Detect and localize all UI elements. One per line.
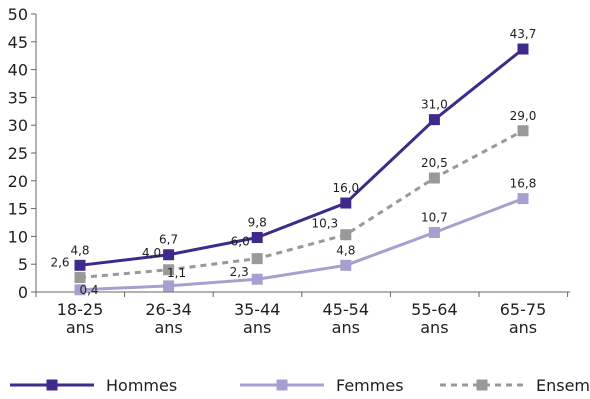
data-point <box>74 259 86 271</box>
x-axis: 18-25 ans 26-34 ans 35-44 ans 45-54 ans 55-64 ans… <box>35 291 570 337</box>
y-tick-label: 50 <box>8 5 28 24</box>
y-tick-label: 25 <box>8 144 28 163</box>
series-layer <box>74 43 529 296</box>
y-tick-label: 35 <box>8 88 28 107</box>
data-point <box>340 197 352 209</box>
data-point <box>163 280 175 292</box>
series-ensemble <box>74 125 529 284</box>
y-axis: 0 5 10 15 20 25 30 35 40 45 50 <box>8 5 37 302</box>
y-tick-label: 30 <box>8 116 28 135</box>
data-point <box>251 253 263 265</box>
data-point <box>517 193 529 205</box>
data-label: 31,0 <box>421 98 448 112</box>
y-tick-label: 20 <box>8 172 28 191</box>
y-tick-label: 40 <box>8 61 28 80</box>
legend-marker <box>476 379 488 391</box>
data-point <box>74 284 86 296</box>
data-point <box>163 249 175 261</box>
legend-item-hommes: Hommes <box>10 376 177 395</box>
y-tick-label: 0 <box>18 283 28 302</box>
legend-label: Femmes <box>336 376 404 395</box>
legend-label: Ensemble <box>536 376 590 395</box>
x-tick-label: 45-54 ans <box>323 300 370 337</box>
legend-marker <box>276 379 288 391</box>
data-point <box>340 229 352 241</box>
data-label: 1,1 <box>167 266 186 280</box>
data-point <box>517 43 529 55</box>
data-point <box>340 259 352 271</box>
x-tick-label: 26-34 ans <box>145 300 192 337</box>
data-label: 16,0 <box>332 181 359 195</box>
x-tick-label: 35-44 ans <box>234 300 281 337</box>
legend-label: Hommes <box>106 376 177 395</box>
y-tick-label: 45 <box>8 33 28 52</box>
data-labels: 4,8 6,7 9,8 16,0 31,0 43,7 0,4 1,1 2,3 4,8 10,7 16,… <box>50 27 536 297</box>
y-tick-label: 10 <box>8 227 28 246</box>
data-label: 43,7 <box>510 27 537 41</box>
data-label: 4,8 <box>336 243 355 257</box>
data-label: 9,8 <box>248 216 267 230</box>
x-tick-label: 55-64 ans <box>411 300 458 337</box>
data-label: 6,0 <box>231 235 250 249</box>
data-label: 16,8 <box>510 177 537 191</box>
series-hommes <box>74 43 529 271</box>
x-tick-label: 18-25 ans <box>57 300 104 337</box>
data-label: 2,3 <box>230 265 249 279</box>
data-label: 4,8 <box>70 243 89 257</box>
data-point <box>428 227 440 239</box>
series-line <box>79 47 524 267</box>
y-tick-label: 5 <box>18 255 28 274</box>
series-line <box>79 197 524 292</box>
data-point <box>163 264 175 276</box>
data-point <box>428 114 440 126</box>
legend-item-ensemble: Ensemble <box>440 376 590 395</box>
data-label: 10,7 <box>421 211 448 225</box>
y-tick-label: 15 <box>8 200 28 219</box>
data-label: 6,7 <box>159 233 178 247</box>
x-tick-label: 65-75 ans <box>500 300 547 337</box>
data-label: 2,6 <box>50 256 69 270</box>
legend: Hommes Femmes Ensemble <box>10 376 590 395</box>
data-point <box>428 172 440 184</box>
data-point <box>251 232 263 244</box>
data-label: 10,3 <box>311 217 338 231</box>
series-line <box>79 129 524 280</box>
legend-item-femmes: Femmes <box>240 376 404 395</box>
legend-marker <box>46 379 58 391</box>
data-point <box>251 273 263 285</box>
series-femmes <box>74 193 529 296</box>
data-point <box>74 272 86 284</box>
data-label: 29,0 <box>510 109 537 123</box>
data-point <box>517 125 529 137</box>
data-label: 0,4 <box>79 283 98 297</box>
data-label: 20,5 <box>421 156 448 170</box>
data-label: 4,0 <box>142 246 161 260</box>
